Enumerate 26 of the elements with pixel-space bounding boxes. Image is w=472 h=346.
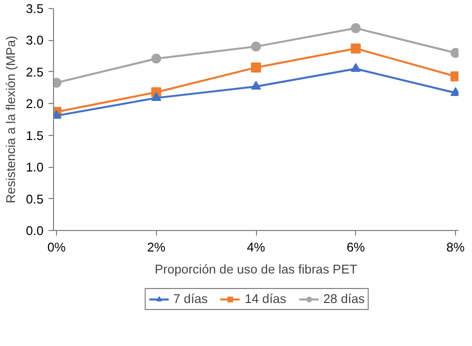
- point: [350, 43, 361, 54]
- point: [151, 54, 162, 64]
- x-axis-title: Proporción de uso de las fibras PET: [154, 262, 358, 276]
- legend-label: 14 días: [244, 292, 286, 306]
- legend-label: 7 días: [173, 292, 208, 306]
- y-tick-label: 2.5: [26, 65, 44, 80]
- y-tick-label: 0.0: [26, 224, 44, 238]
- point: [251, 62, 261, 72]
- legend-label: 28 días: [323, 292, 365, 306]
- y-tick-label: 3.0: [26, 34, 44, 48]
- y-tick-label: 0.5: [26, 192, 44, 206]
- point: [151, 92, 162, 102]
- y-axis-title: Resistencia a la flexión (MPa): [4, 36, 18, 204]
- point: [251, 42, 261, 52]
- x-tick-label: 6%: [346, 240, 365, 254]
- point: [350, 23, 361, 34]
- y-tick-label: 3.5: [26, 2, 44, 16]
- x-tick-label: 0%: [47, 240, 66, 254]
- point: [251, 80, 261, 90]
- point: [350, 63, 361, 72]
- x-tick-label: 4%: [246, 240, 266, 254]
- y-tick-label: 1.5: [26, 128, 44, 143]
- y-tick-label: 2.0: [26, 97, 44, 112]
- y-tick-label: 1.0: [26, 160, 44, 175]
- x-tick-label: 2%: [147, 240, 166, 254]
- x-tick-label: 8%: [446, 240, 465, 254]
